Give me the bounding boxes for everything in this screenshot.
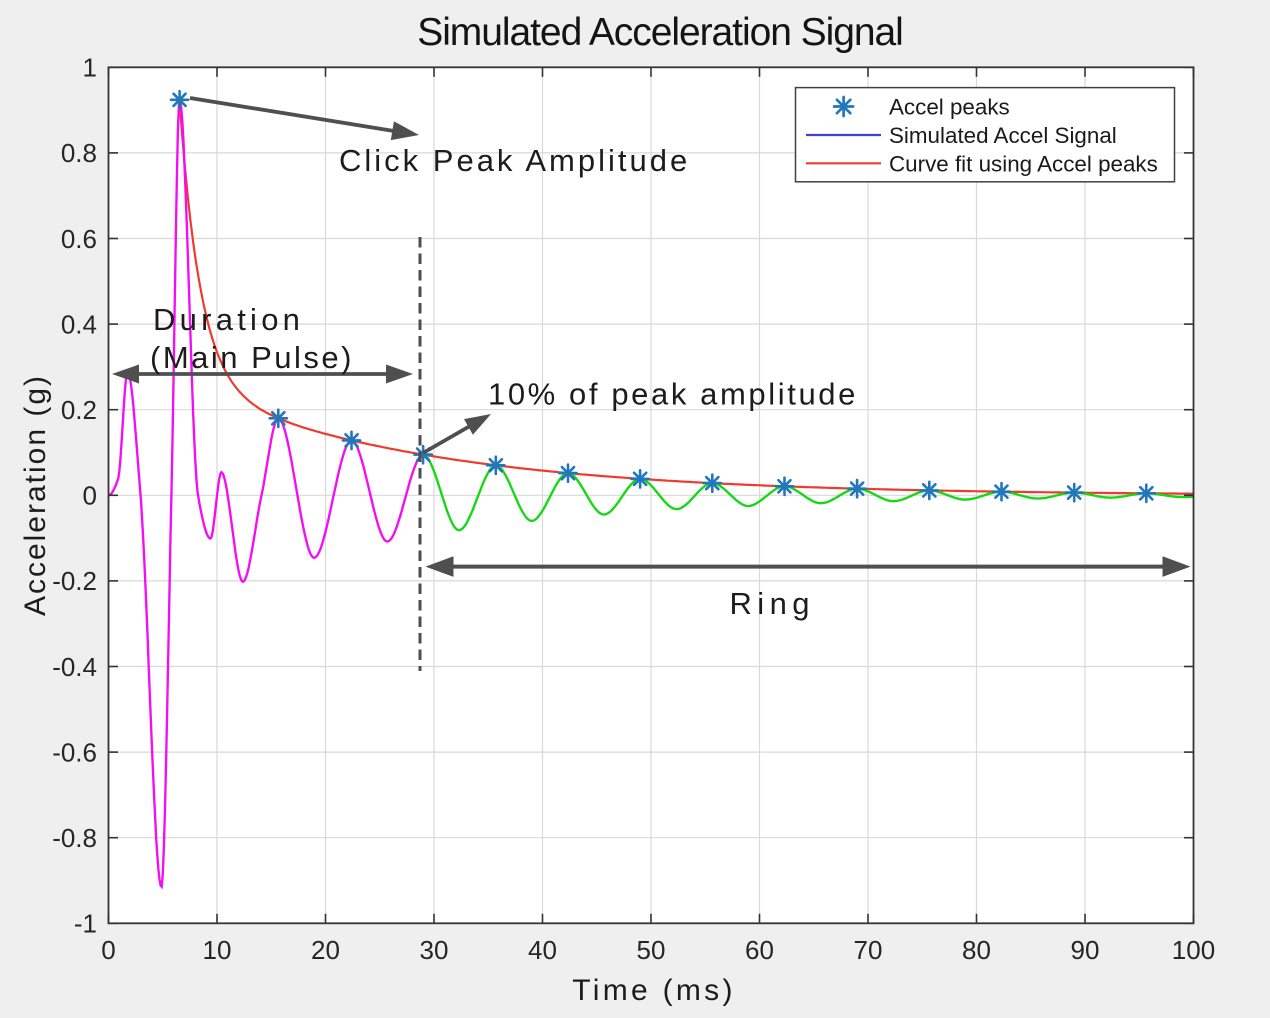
svg-text:-0.2: -0.2 (52, 566, 97, 596)
svg-text:Ring: Ring (730, 586, 815, 621)
svg-text:20: 20 (311, 935, 340, 965)
svg-text:0: 0 (83, 481, 97, 511)
svg-text:-1: -1 (74, 909, 97, 939)
svg-text:Simulated Acceleration Signal: Simulated Acceleration Signal (417, 11, 903, 54)
svg-text:0.2: 0.2 (61, 395, 97, 425)
svg-text:10: 10 (203, 935, 232, 965)
svg-text:Simulated Accel Signal: Simulated Accel Signal (889, 123, 1117, 148)
svg-text:Acceleration (g): Acceleration (g) (19, 374, 52, 616)
svg-text:Click Peak Amplitude: Click Peak Amplitude (339, 143, 690, 178)
svg-text:-0.8: -0.8 (52, 823, 97, 853)
svg-text:50: 50 (637, 935, 666, 965)
svg-text:70: 70 (854, 935, 883, 965)
svg-text:0: 0 (101, 935, 115, 965)
svg-text:(Main Pulse): (Main Pulse) (150, 340, 354, 375)
svg-text:Time (ms): Time (ms) (572, 974, 736, 1007)
svg-text:80: 80 (962, 935, 991, 965)
svg-text:-0.4: -0.4 (52, 652, 97, 682)
svg-text:Curve fit using Accel peaks: Curve fit using Accel peaks (889, 151, 1158, 176)
svg-text:0.6: 0.6 (61, 224, 97, 254)
svg-text:90: 90 (1071, 935, 1100, 965)
svg-text:40: 40 (528, 935, 557, 965)
svg-text:Duration: Duration (153, 302, 304, 337)
svg-text:60: 60 (745, 935, 774, 965)
svg-text:30: 30 (420, 935, 449, 965)
svg-text:Accel peaks: Accel peaks (889, 94, 1010, 119)
svg-text:0.4: 0.4 (61, 309, 97, 339)
svg-text:-0.6: -0.6 (52, 737, 97, 767)
svg-text:100: 100 (1172, 935, 1215, 965)
svg-text:0.8: 0.8 (61, 138, 97, 168)
svg-text:1: 1 (83, 53, 97, 83)
svg-text:10% of peak amplitude: 10% of peak amplitude (488, 377, 858, 412)
